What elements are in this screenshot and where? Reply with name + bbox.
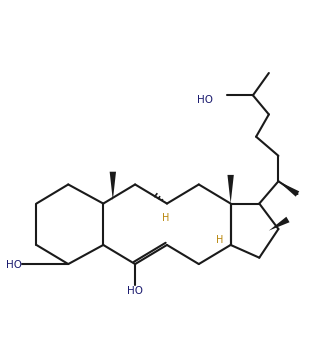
Polygon shape (269, 217, 290, 231)
Polygon shape (227, 175, 234, 204)
Text: HO: HO (197, 95, 213, 105)
Text: H: H (162, 213, 169, 223)
Text: HO: HO (127, 286, 143, 296)
Text: HO: HO (6, 260, 22, 270)
Text: H: H (216, 235, 223, 245)
Polygon shape (278, 181, 299, 197)
Polygon shape (110, 172, 116, 201)
